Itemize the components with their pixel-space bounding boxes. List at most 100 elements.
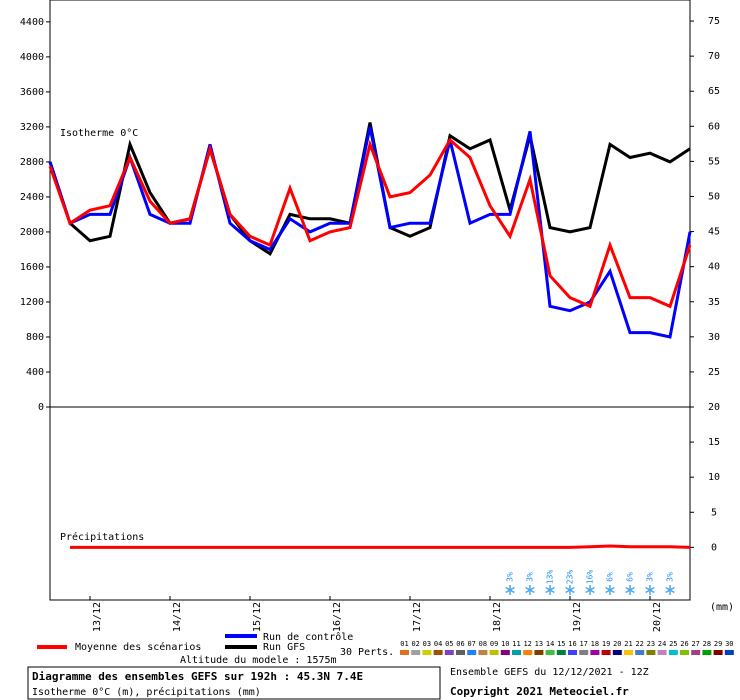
pert-number: 02 — [411, 640, 419, 648]
y2-tick-label: 65 — [708, 86, 720, 97]
pert-swatch — [444, 650, 454, 655]
y-tick-label: 400 — [26, 367, 44, 378]
y2-tick-label: 60 — [708, 121, 720, 132]
snowflake — [585, 585, 595, 595]
y2-tick-label: 70 — [708, 51, 720, 62]
pert-number: 12 — [523, 640, 531, 648]
pert-swatch — [579, 650, 589, 655]
snow-prob: 13% — [546, 570, 555, 585]
pert-swatch — [534, 650, 544, 655]
pert-swatch — [433, 650, 443, 655]
pert-swatch — [422, 650, 432, 655]
pert-swatch — [624, 650, 633, 655]
pert-number: 08 — [479, 640, 487, 648]
pert-swatch — [691, 650, 701, 655]
pert-swatch — [657, 650, 667, 655]
y-tick-label: 3200 — [20, 122, 44, 133]
snowflake-arm — [525, 586, 535, 594]
pert-swatch — [601, 650, 611, 655]
pert-swatch — [523, 650, 533, 655]
snowflake-arm — [665, 586, 675, 594]
y2-tick-label: 5 — [711, 507, 717, 518]
snowflake-arm — [505, 586, 515, 594]
copyright: Copyright 2021 Meteociel.fr — [450, 685, 629, 698]
y2-tick-label: 55 — [708, 156, 720, 167]
pert-swatch — [500, 650, 510, 655]
pert-swatch — [478, 650, 488, 655]
pert-swatch — [545, 650, 555, 655]
series-line — [70, 544, 691, 549]
snow-prob: 6% — [626, 572, 635, 582]
pert-number: 13 — [535, 640, 543, 648]
y-tick-label: 2000 — [20, 227, 44, 238]
pert-number: 28 — [703, 640, 711, 648]
x-tick-label: 20/12 — [652, 602, 663, 632]
snowflake-arm — [585, 586, 595, 594]
snowflake — [605, 585, 615, 595]
pert-swatch — [456, 650, 465, 655]
pert-number: 03 — [423, 640, 431, 648]
pert-swatch — [680, 650, 689, 655]
pert-swatch — [635, 650, 645, 655]
pert-swatch — [400, 650, 409, 655]
y2-tick-label: 10 — [708, 472, 720, 483]
pert-swatch — [590, 650, 600, 655]
snow-prob: 3% — [666, 572, 675, 582]
snowflake-arm — [565, 586, 575, 594]
pert-number: 04 — [434, 640, 442, 648]
snow-prob: 16% — [586, 570, 595, 585]
pert-swatch — [702, 650, 712, 655]
x-tick-label: 19/12 — [572, 602, 583, 632]
pert-number: 21 — [624, 640, 632, 648]
pert-number: 18 — [591, 640, 599, 648]
pert-swatch — [646, 650, 656, 655]
pert-number: 11 — [512, 640, 520, 648]
footer-box — [27, 666, 441, 700]
x-tick-label: 14/12 — [172, 602, 183, 632]
series-line — [48, 137, 692, 309]
snow-prob: 3% — [526, 572, 535, 582]
x-tick-label: 18/12 — [492, 602, 503, 632]
pert-number: 06 — [456, 640, 464, 648]
snowflake — [505, 585, 515, 595]
y-tick-label: 2400 — [20, 192, 44, 203]
perts-label: 30 Perts. — [340, 647, 394, 658]
pert-number: 26 — [680, 640, 688, 648]
pert-number: 01 — [400, 640, 408, 648]
pert-swatch — [568, 650, 577, 655]
pert-number: 25 — [669, 640, 677, 648]
snowflake-arm — [545, 586, 555, 594]
snowflake — [625, 585, 635, 595]
y2-tick-label: 40 — [708, 262, 720, 273]
y2-tick-label: 75 — [708, 16, 720, 27]
snow-prob: 3% — [506, 572, 515, 582]
pert-number: 17 — [579, 640, 587, 648]
snowflake — [665, 585, 675, 595]
y-tick-label: 1200 — [20, 297, 44, 308]
pert-swatch — [467, 650, 477, 655]
pert-swatch — [713, 650, 723, 655]
pert-number: 29 — [714, 640, 722, 648]
run-info: Ensemble GEFS du 12/12/2021 - 12Z — [450, 667, 649, 678]
y2-tick-label: 15 — [708, 437, 720, 448]
pert-number: 24 — [658, 640, 666, 648]
snowflake — [645, 585, 655, 595]
y-tick-label: 4400 — [20, 17, 44, 28]
pert-number: 22 — [635, 640, 643, 648]
x-tick-label: 13/12 — [92, 602, 103, 632]
snowflake — [545, 585, 555, 595]
y2-tick-label: 30 — [708, 332, 720, 343]
pert-swatch — [512, 650, 521, 655]
pert-number: 07 — [467, 640, 475, 648]
y-tick-label: 2800 — [20, 157, 44, 168]
footer-title: Diagramme des ensembles GEFS sur 192h : … — [32, 670, 363, 683]
snow-prob: 6% — [606, 572, 615, 582]
x-tick-label: 16/12 — [332, 602, 343, 632]
pert-swatch — [489, 650, 499, 655]
pert-number: 05 — [445, 640, 453, 648]
snowflake — [565, 585, 575, 595]
pert-number: 15 — [557, 640, 565, 648]
y-tick-label: 800 — [26, 332, 44, 343]
legend-label: Run GFS — [263, 642, 305, 653]
pert-number: 20 — [613, 640, 621, 648]
